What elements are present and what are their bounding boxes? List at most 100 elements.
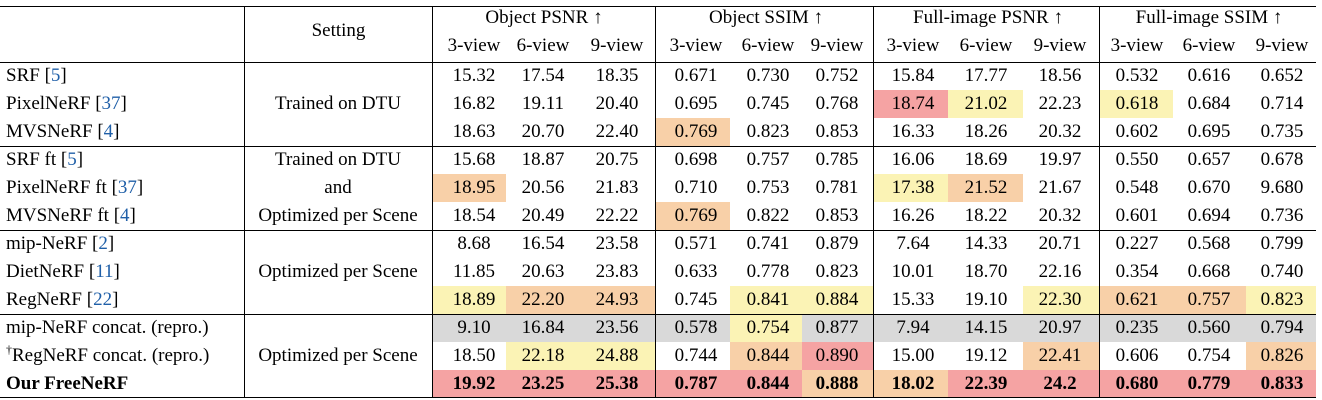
metric-value: 18.63: [452, 121, 496, 142]
highlight-cell: [1099, 90, 1173, 118]
metric-value: 20.40: [595, 93, 639, 114]
metric-value: 0.769: [674, 205, 718, 226]
metric-value: 18.50: [452, 345, 496, 366]
highlight-cell: [581, 286, 655, 314]
highlight-cell: [802, 370, 873, 398]
metric-value: 0.694: [1187, 205, 1231, 226]
metric-value: 0.735: [1260, 121, 1304, 142]
group-divider: [873, 6, 874, 398]
metric-value: 0.823: [815, 261, 859, 282]
highlight-cell: [506, 342, 581, 370]
metric-value: 17.77: [964, 65, 1008, 86]
metric-value: 22.20: [521, 289, 565, 310]
citation-link[interactable]: 22: [93, 289, 113, 310]
metric-value: 0.652: [1260, 65, 1304, 86]
metric-value: 22.39: [964, 373, 1008, 394]
metric-value: 7.94: [896, 317, 930, 338]
metric-group-header: Full-image PSNR ↑: [913, 7, 1063, 28]
metric-value: 0.714: [1260, 93, 1304, 114]
highlight-cell: [655, 314, 730, 342]
metric-value: 18.54: [452, 205, 496, 226]
metric-value: 18.26: [964, 121, 1008, 142]
group-divider: [655, 6, 656, 398]
highlight-cell: [433, 174, 506, 202]
view-count-header: 6-view: [959, 35, 1013, 56]
metric-value: 0.227: [1115, 233, 1159, 254]
view-count-header: 9-view: [590, 35, 644, 56]
citation-link[interactable]: 37: [101, 93, 121, 114]
metric-value: 0.753: [746, 177, 790, 198]
metric-value: 0.769: [674, 121, 718, 142]
highlight-cell: [655, 370, 730, 398]
setting-label: Trained on DTU: [275, 93, 401, 114]
metric-value: 22.30: [1038, 289, 1082, 310]
metric-value: 16.54: [521, 233, 565, 254]
method-name: RegNeRF [22]: [6, 289, 119, 310]
view-count-header: 6-view: [741, 35, 795, 56]
metric-value: 19.10: [964, 289, 1008, 310]
method-name: mip-NeRF concat. (repro.): [6, 317, 209, 338]
metric-value: 10.01: [891, 261, 935, 282]
metric-value: 0.684: [1187, 93, 1231, 114]
citation-link[interactable]: 5: [50, 65, 61, 86]
metric-value: 0.730: [746, 65, 790, 86]
metric-value: 22.40: [595, 121, 639, 142]
metric-value: 16.33: [891, 121, 935, 142]
metric-value: 0.736: [1260, 205, 1304, 226]
highlight-cell: [1023, 342, 1099, 370]
metric-value: 22.23: [1038, 93, 1082, 114]
metric-value: 20.56: [521, 177, 565, 198]
highlight-cell: [873, 90, 948, 118]
method-name: PixelNeRF ft [37]: [6, 177, 144, 198]
metric-value: 0.844: [746, 345, 790, 366]
view-count-header: 9-view: [1255, 35, 1309, 56]
highlight-cell: [506, 370, 581, 398]
highlight-cell: [948, 314, 1023, 342]
metric-value: 0.752: [815, 65, 859, 86]
citation-link[interactable]: 4: [103, 121, 114, 142]
metric-value: 23.56: [595, 317, 639, 338]
view-count-header: 9-view: [810, 35, 864, 56]
view-count-header: 3-view: [447, 35, 501, 56]
metric-group-header: Object PSNR ↑: [485, 7, 603, 28]
metric-value: 0.657: [1187, 149, 1231, 170]
metric-value: 11.85: [452, 261, 496, 282]
highlight-cell: [730, 314, 802, 342]
block-rule: [0, 146, 1316, 147]
metric-value: 0.621: [1115, 289, 1159, 310]
highlight-cell: [1246, 370, 1316, 398]
metric-group-header: Object SSIM ↑: [709, 7, 823, 28]
metric-value: 21.83: [595, 177, 639, 198]
setting-label: Optimized per Scene: [258, 345, 418, 366]
citation-link[interactable]: 4: [120, 205, 130, 226]
highlight-cell: [1246, 342, 1316, 370]
metric-value: 15.68: [452, 149, 496, 170]
metric-value: 18.87: [521, 149, 565, 170]
citation-link[interactable]: 37: [117, 177, 137, 198]
metric-value: 18.69: [964, 149, 1008, 170]
method-name: PixelNeRF [37]: [6, 93, 127, 114]
method-name: †RegNeRF concat. (repro.): [6, 342, 210, 366]
setting-label: Trained on DTU: [275, 149, 401, 170]
metric-value: 0.695: [674, 93, 718, 114]
highlight-cell: [433, 286, 506, 314]
metric-value: 20.32: [1038, 121, 1082, 142]
method-divider: [244, 6, 245, 398]
metric-value: 0.698: [674, 149, 718, 170]
view-count-header: 3-view: [669, 35, 723, 56]
metric-value: 0.826: [1260, 345, 1304, 366]
citation-link[interactable]: 2: [98, 233, 108, 254]
metric-value: 0.354: [1115, 261, 1159, 282]
metric-value: 18.02: [891, 373, 935, 394]
metric-value: 21.02: [964, 93, 1008, 114]
metric-value: 22.18: [521, 345, 565, 366]
metric-value: 18.70: [964, 261, 1008, 282]
bottom-rule: [0, 397, 1316, 398]
highlight-cell: [581, 342, 655, 370]
citation-link[interactable]: 11: [95, 261, 114, 282]
metric-value: 19.12: [964, 345, 1008, 366]
block-rule: [0, 314, 1316, 315]
setting-header: Setting: [311, 20, 366, 41]
highlight-cell: [948, 90, 1023, 118]
citation-link[interactable]: 5: [67, 149, 77, 170]
